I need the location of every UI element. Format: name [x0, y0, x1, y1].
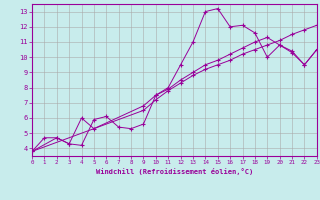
- X-axis label: Windchill (Refroidissement éolien,°C): Windchill (Refroidissement éolien,°C): [96, 168, 253, 175]
